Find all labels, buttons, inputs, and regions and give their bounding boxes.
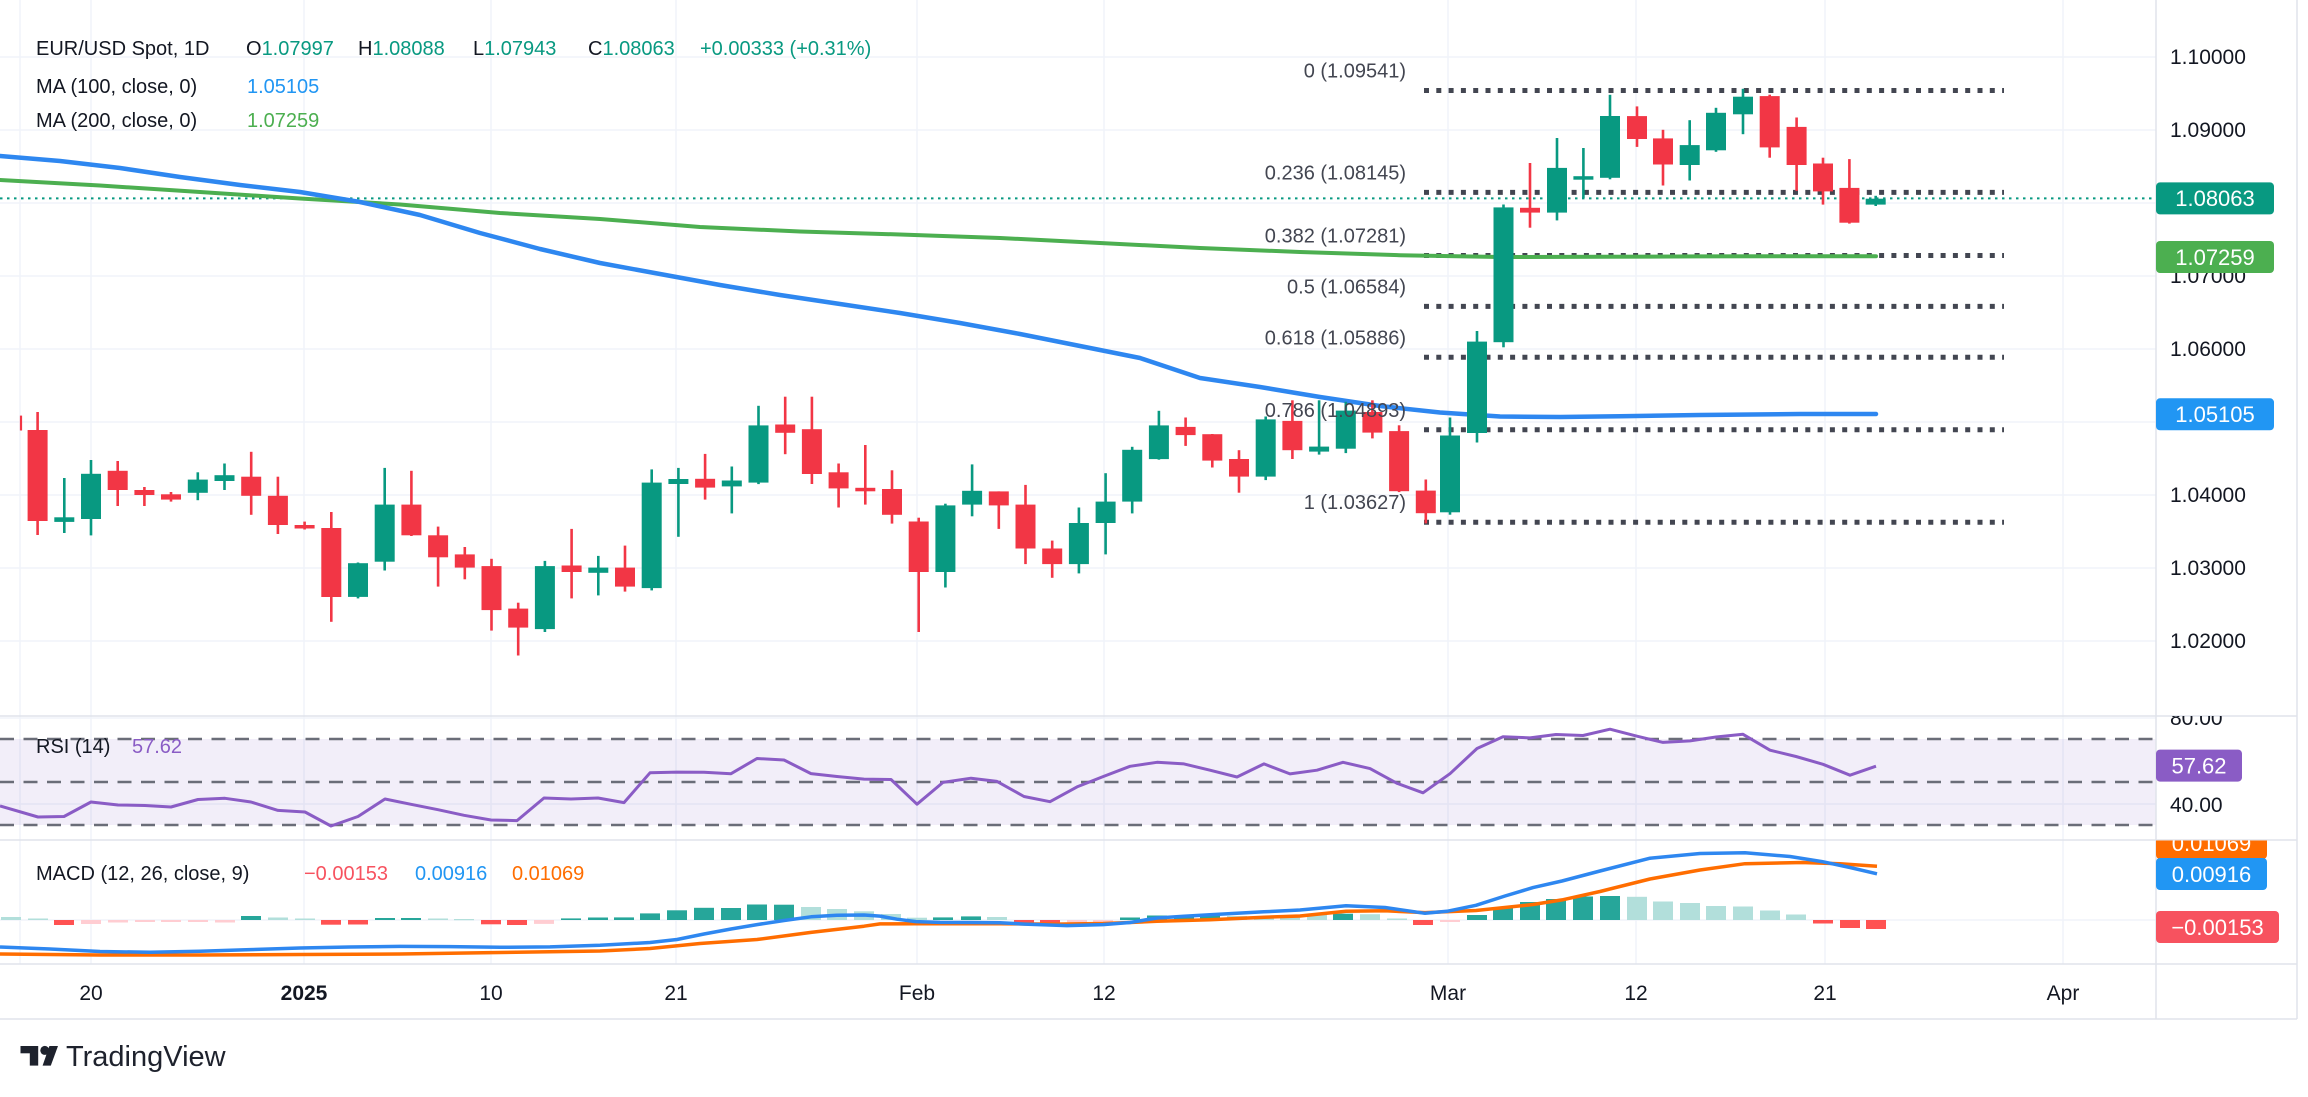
svg-text:Mar: Mar <box>1430 982 1466 1005</box>
svg-text:0.236 (1.08145): 0.236 (1.08145) <box>1265 162 1406 184</box>
svg-text:0 (1.09541): 0 (1.09541) <box>1304 61 1406 83</box>
svg-text:1.02000: 1.02000 <box>2170 630 2246 653</box>
svg-text:1.03000: 1.03000 <box>2170 557 2246 580</box>
svg-text:EUR/USD Spot, 1D: EUR/USD Spot, 1D <box>36 38 209 60</box>
svg-text:12: 12 <box>1624 982 1647 1005</box>
svg-text:21: 21 <box>664 982 687 1005</box>
svg-text:1.05105: 1.05105 <box>247 76 319 98</box>
svg-text:1.07259: 1.07259 <box>247 110 319 132</box>
svg-text:0.01069: 0.01069 <box>512 863 584 885</box>
svg-text:1.09000: 1.09000 <box>2170 119 2246 142</box>
svg-text:0.382 (1.07281): 0.382 (1.07281) <box>1265 226 1406 248</box>
svg-text:0.786 (1.04893): 0.786 (1.04893) <box>1265 400 1406 422</box>
svg-text:1 (1.03627): 1 (1.03627) <box>1304 492 1406 514</box>
svg-text:1.06000: 1.06000 <box>2170 338 2246 361</box>
svg-text:0.00916: 0.00916 <box>415 863 487 885</box>
svg-text:0.618 (1.05886): 0.618 (1.05886) <box>1265 327 1406 349</box>
svg-text:0.5 (1.06584): 0.5 (1.06584) <box>1287 276 1406 298</box>
svg-text:1.08063: 1.08063 <box>2175 186 2255 211</box>
svg-text:1.04000: 1.04000 <box>2170 484 2246 507</box>
svg-text:57.62: 57.62 <box>132 736 182 758</box>
svg-text:MA (100, close, 0): MA (100, close, 0) <box>36 76 197 98</box>
svg-text:0.00916: 0.00916 <box>2172 862 2252 887</box>
svg-text:21: 21 <box>1813 982 1836 1005</box>
svg-text:−0.00153: −0.00153 <box>304 863 388 885</box>
svg-text:TradingView: TradingView <box>66 1041 227 1073</box>
svg-text:1.05105: 1.05105 <box>2175 402 2255 427</box>
svg-text:Apr: Apr <box>2047 982 2080 1005</box>
svg-text:10: 10 <box>479 982 502 1005</box>
svg-text:57.62: 57.62 <box>2171 753 2226 778</box>
svg-text:80.00: 80.00 <box>2170 707 2223 730</box>
svg-text:RSI (14): RSI (14) <box>36 736 110 758</box>
svg-text:12: 12 <box>1092 982 1115 1005</box>
svg-text:40.00: 40.00 <box>2170 794 2223 817</box>
svg-text:1.07259: 1.07259 <box>2175 245 2255 270</box>
svg-text:C1.08063: C1.08063 <box>588 38 675 60</box>
svg-text:+0.00333 (+0.31%): +0.00333 (+0.31%) <box>700 38 871 60</box>
svg-text:MA (200, close, 0): MA (200, close, 0) <box>36 110 197 132</box>
svg-text:1.10000: 1.10000 <box>2170 46 2246 69</box>
svg-text:0.01069: 0.01069 <box>2172 831 2252 856</box>
svg-text:20: 20 <box>79 982 102 1005</box>
svg-text:2025: 2025 <box>281 982 328 1005</box>
svg-text:O1.07997: O1.07997 <box>246 38 334 60</box>
svg-text:MACD (12, 26, close, 9): MACD (12, 26, close, 9) <box>36 863 249 885</box>
svg-text:L1.07943: L1.07943 <box>473 38 556 60</box>
svg-text:H1.08088: H1.08088 <box>358 38 445 60</box>
svg-text:−0.00153: −0.00153 <box>2171 915 2263 940</box>
svg-text:Feb: Feb <box>899 982 935 1005</box>
